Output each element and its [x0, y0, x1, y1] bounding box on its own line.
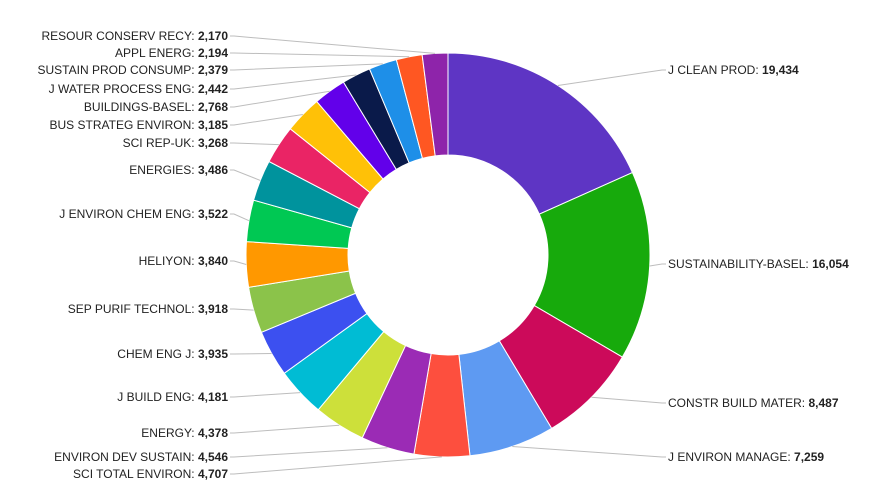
- slice-label-name: J ENVIRON CHEM ENG:: [59, 207, 198, 221]
- leader-line-16: [230, 90, 330, 108]
- leader-line-15: [230, 114, 303, 126]
- leader-line-8: [230, 392, 301, 398]
- slice-label-14: SCI REP-UK: 3,268: [123, 136, 229, 150]
- slice-label-name: CHEM ENG J:: [117, 347, 198, 361]
- slice-label-2: SUSTAINABILITY-BASEL: 16,054: [668, 257, 849, 271]
- slice-label-value: 4,707: [198, 467, 228, 481]
- slice-label-value: 2,379: [198, 63, 228, 77]
- slice-j-clean-prod[interactable]: [447, 52, 634, 215]
- slice-label-6: ENVIRON DEV SUSTAIN: 4,546: [54, 450, 228, 464]
- slice-label-name: J ENVIRON MANAGE:: [668, 450, 794, 464]
- leader-lines-layer: [230, 35, 666, 475]
- slice-label-name: SEP PURIF TECHNOL:: [68, 302, 198, 316]
- slice-label-value: 2,194: [198, 46, 228, 60]
- slice-label-name: J CLEAN PROD:: [668, 63, 762, 77]
- slice-label-10: SEP PURIF TECHNOL: 3,918: [68, 302, 229, 316]
- leader-line-5: [230, 456, 442, 475]
- slice-label-name: BUILDINGS-BASEL:: [84, 100, 198, 114]
- leader-line-4: [512, 445, 666, 458]
- slice-label-value: 2,442: [198, 82, 228, 96]
- slice-label-value: 2,768: [198, 100, 228, 114]
- slice-label-value: 4,378: [198, 426, 228, 440]
- slice-label-16: BUILDINGS-BASEL: 2,768: [84, 100, 228, 114]
- leader-line-17: [230, 74, 357, 90]
- leader-line-2: [649, 263, 666, 267]
- slice-label-5: SCI TOTAL ENVIRON: 4,707: [73, 467, 228, 481]
- slice-sustainability-basel[interactable]: [533, 171, 651, 358]
- slice-label-name: ENERGIES:: [129, 163, 198, 177]
- slice-label-value: 3,185: [198, 118, 228, 132]
- slices-layer: [245, 52, 651, 458]
- slice-label-value: 3,918: [198, 302, 228, 316]
- slice-label-value: 4,181: [198, 390, 228, 404]
- slice-label-name: HELIYON:: [139, 254, 198, 268]
- slice-label-name: SUSTAINABILITY-BASEL:: [668, 257, 812, 271]
- slice-label-name: BUS STRATEG ENVIRON:: [50, 118, 198, 132]
- leader-line-19: [230, 52, 410, 58]
- slice-label-9: CHEM ENG J: 3,935: [117, 347, 228, 361]
- leader-line-14: [230, 142, 279, 146]
- slice-label-value: 8,487: [808, 396, 838, 410]
- slice-label-18: SUSTAIN PROD CONSUMP: 2,379: [38, 63, 229, 77]
- leader-line-20: [230, 35, 436, 54]
- slice-label-name: SCI TOTAL ENVIRON:: [73, 467, 198, 481]
- slice-label-name: ENERGY:: [141, 426, 198, 440]
- slice-label-name: SCI REP-UK:: [123, 136, 198, 150]
- slice-label-8: J BUILD ENG: 4,181: [117, 390, 228, 404]
- slice-label-1: J CLEAN PROD: 19,434: [668, 63, 799, 77]
- slice-label-value: 3,840: [198, 254, 228, 268]
- leader-line-18: [230, 63, 383, 71]
- slice-resour-conserv-recy[interactable]: [421, 52, 449, 157]
- slice-label-7: ENERGY: 4,378: [141, 426, 228, 440]
- leader-line-3: [591, 396, 666, 404]
- slice-label-12: J ENVIRON CHEM ENG: 3,522: [59, 207, 228, 221]
- slice-label-value: 19,434: [762, 63, 799, 77]
- leader-line-9: [230, 352, 272, 355]
- labels-layer: J CLEAN PROD: 19,434 SUSTAINABILITY-BASEL…: [38, 29, 850, 481]
- slice-label-value: 3,522: [198, 207, 228, 221]
- slice-label-17: J WATER PROCESS ENG: 2,442: [49, 82, 229, 96]
- slice-label-20: RESOUR CONSERV RECY: 2,170: [41, 29, 228, 43]
- slice-label-name: APPL ENERG:: [115, 46, 198, 60]
- leader-line-1: [557, 69, 666, 86]
- leader-line-6: [230, 447, 388, 458]
- slice-label-name: RESOUR CONSERV RECY:: [41, 29, 197, 43]
- slice-label-name: ENVIRON DEV SUSTAIN:: [54, 450, 198, 464]
- leader-line-10: [230, 308, 254, 311]
- slice-label-value: 7,259: [794, 450, 824, 464]
- slice-label-name: SUSTAIN PROD CONSUMP:: [38, 63, 198, 77]
- slice-label-4: J ENVIRON MANAGE: 7,259: [668, 450, 824, 464]
- slice-label-value: 3,268: [198, 136, 228, 150]
- slice-label-13: ENERGIES: 3,486: [129, 163, 228, 177]
- slice-label-name: CONSTR BUILD MATER:: [668, 396, 808, 410]
- slice-label-name: J WATER PROCESS ENG:: [49, 82, 198, 96]
- slice-label-value: 2,170: [198, 29, 228, 43]
- leader-line-7: [230, 424, 340, 434]
- slice-label-11: HELIYON: 3,840: [139, 254, 229, 268]
- slice-label-19: APPL ENERG: 2,194: [115, 46, 228, 60]
- leader-line-11: [230, 260, 247, 265]
- leader-line-13: [230, 169, 261, 181]
- slice-label-15: BUS STRATEG ENVIRON: 3,185: [50, 118, 229, 132]
- slice-label-value: 3,935: [198, 347, 228, 361]
- slice-label-value: 16,054: [812, 257, 849, 271]
- slice-label-value: 4,546: [198, 450, 228, 464]
- slice-label-value: 3,486: [198, 163, 228, 177]
- slice-label-name: J BUILD ENG:: [117, 390, 198, 404]
- slice-label-3: CONSTR BUILD MATER: 8,487: [668, 396, 839, 410]
- leader-line-12: [230, 213, 250, 222]
